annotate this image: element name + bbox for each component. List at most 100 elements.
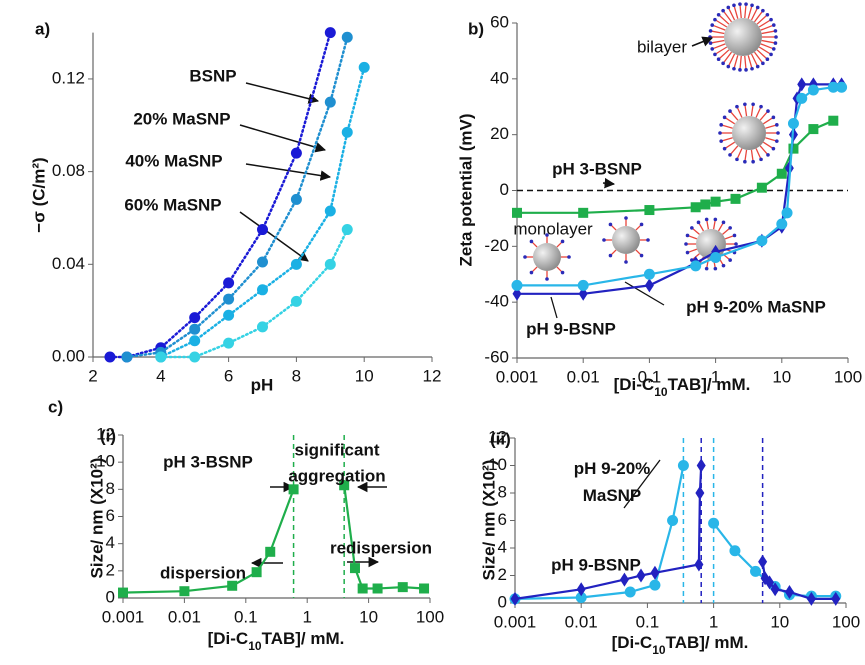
marker (788, 143, 799, 154)
marker (831, 591, 841, 606)
x-tick-label: 4 (156, 366, 165, 385)
arrow (239, 211, 309, 262)
surfactant-head (716, 12, 721, 17)
marker (290, 193, 302, 205)
y-tick-label: 6 (498, 510, 507, 529)
marker (265, 546, 276, 557)
leader-line (624, 281, 665, 306)
surfactant-tail (739, 4, 742, 19)
surfactant-head (759, 104, 763, 109)
y-tick-label: 0 (500, 180, 509, 199)
x-tick-label: 1 (709, 612, 718, 631)
marker (576, 582, 586, 597)
surfactant-tail (714, 46, 728, 55)
surfactant-head (721, 8, 725, 13)
marker (324, 96, 336, 108)
x-tick-label: 1 (302, 607, 311, 626)
surfactant-head (738, 2, 742, 6)
nanoparticle (732, 116, 766, 150)
surfactant-head (726, 64, 731, 69)
y-tick-label: 2 (106, 560, 115, 579)
series-label-line: MaSNP (583, 486, 642, 505)
y-tick-label: -60 (484, 347, 509, 366)
y-tick-label: 8 (106, 479, 115, 498)
surfactant-head (608, 222, 613, 227)
marker (619, 572, 629, 587)
x-axis-label: [Di-C10TAB]/ mM. (208, 629, 345, 653)
series-label: pH 3-BSNP (552, 159, 642, 178)
marker (290, 147, 302, 159)
series-label: 20% MaSNP (133, 109, 230, 128)
marker (708, 517, 720, 529)
nanoparticle (533, 243, 561, 271)
surfactant-tail (762, 116, 774, 125)
surfactant-tail (744, 149, 748, 162)
surfactant-head (696, 220, 701, 225)
surfactant-head (722, 115, 727, 120)
marker (730, 193, 741, 204)
marker (677, 460, 689, 471)
surfactant-tail (718, 49, 730, 60)
surfactant-tail (724, 116, 736, 125)
marker (758, 554, 768, 569)
surfactant-head (751, 102, 755, 107)
marker (624, 586, 636, 598)
y-tick-label: 0 (498, 592, 507, 611)
marker (257, 284, 268, 296)
marker (257, 224, 268, 236)
surfactant-tail (753, 10, 764, 23)
y-tick-label: 10 (96, 452, 115, 471)
surfactant-tail (739, 55, 742, 70)
x-tick-label: 6 (224, 366, 233, 385)
surfactant-tail (747, 55, 753, 69)
surfactant-head (639, 253, 644, 258)
marker (512, 207, 522, 218)
surfactant-head (719, 123, 723, 127)
surfactant-tail (750, 149, 754, 162)
x-tick-label: 100 (416, 607, 444, 626)
x-tick-label: 10 (772, 367, 791, 386)
x-tick-label: 10 (770, 612, 789, 631)
surfactant-tail (755, 148, 762, 160)
surfactant-head (560, 270, 565, 275)
y-tick-label: 8 (498, 482, 507, 501)
leader-line (623, 459, 661, 509)
y-tick-label: 0.04 (52, 254, 85, 273)
y-tick-label: -40 (484, 292, 509, 311)
surfactant-head (732, 66, 736, 71)
marker (667, 515, 679, 526)
surfactant-head (560, 239, 565, 244)
y-tick-label: 20 (490, 124, 509, 143)
surfactant-tail (729, 145, 739, 156)
surfactant-head (713, 217, 718, 222)
marker (770, 582, 780, 597)
annotation: bilayer (637, 37, 687, 56)
surfactant-head (771, 47, 776, 51)
surfactant-tail (744, 55, 747, 70)
surfactant-head (735, 104, 739, 109)
surfactant-tail (724, 141, 736, 150)
surfactant-tail (761, 39, 776, 44)
marker (223, 277, 235, 289)
y-axis-label: Zeta potential (mV) (456, 113, 475, 266)
marker (643, 268, 655, 280)
panel-label: b) (468, 19, 484, 38)
marker (349, 563, 360, 574)
marker (358, 61, 370, 73)
arrow (691, 36, 713, 47)
series-label: BSNP (189, 66, 236, 85)
surfactant-head (765, 57, 770, 62)
surfactant-head (719, 139, 723, 143)
x-tick-label: 100 (832, 612, 860, 631)
surfactant-tail (720, 124, 733, 129)
surfactant-tail (747, 5, 753, 19)
y-tick-label: 0.00 (52, 346, 85, 365)
surfactant-tail (722, 51, 733, 64)
y-tick-label: 12 (488, 427, 507, 446)
x-axis-label: [Di-C10TAB]/ mM. (614, 375, 751, 399)
marker (690, 202, 701, 213)
arrow (245, 82, 320, 104)
x-tick-label: 12 (423, 366, 442, 385)
surfactant-tail (711, 24, 726, 31)
surfactant-head (773, 41, 778, 45)
